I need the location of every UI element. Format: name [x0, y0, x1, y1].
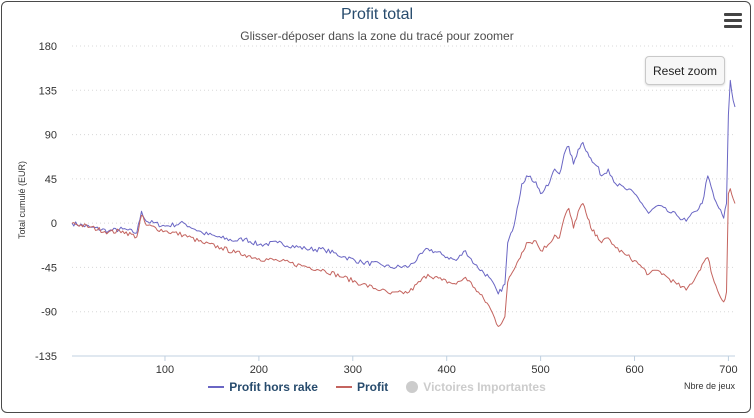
chart-subtitle: Glisser-déposer dans la zone du tracé po… — [240, 29, 514, 43]
legend: Profit hors rake Profit Victoires Import… — [0, 380, 754, 394]
legend-item-victoires-importantes[interactable]: Victoires Importantes — [406, 380, 546, 394]
chart-title: Profit total — [340, 6, 414, 23]
legend-label: Victoires Importantes — [423, 380, 546, 394]
reset-zoom-button[interactable]: Reset zoom — [645, 56, 725, 85]
legend-item-profit-hors-rake[interactable]: Profit hors rake — [208, 380, 318, 394]
legend-label: Profit hors rake — [229, 380, 318, 394]
hamburger-menu-icon[interactable] — [724, 13, 742, 29]
legend-item-profit[interactable]: Profit — [335, 380, 389, 394]
legend-line-icon — [335, 386, 352, 388]
legend-label: Profit — [356, 380, 389, 394]
legend-line-icon — [208, 386, 225, 388]
legend-dot-icon — [406, 381, 419, 393]
